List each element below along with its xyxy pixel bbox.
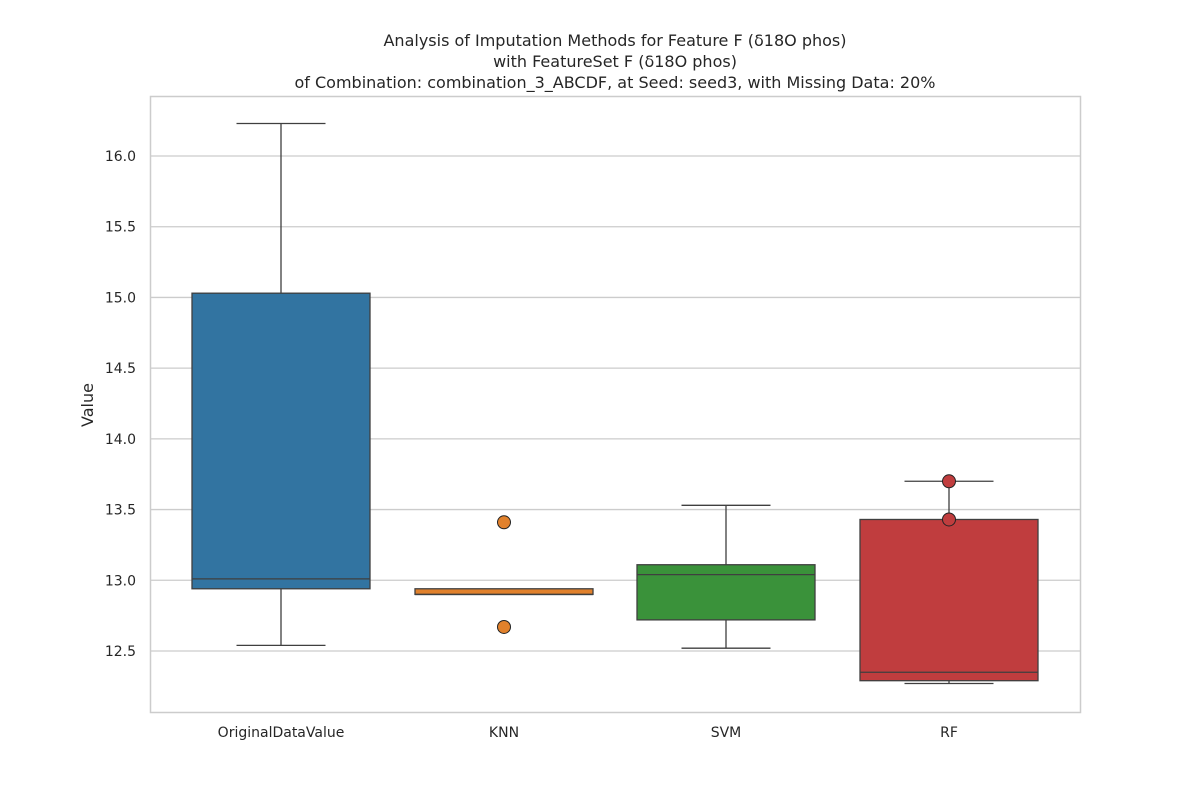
outlier-point xyxy=(942,474,956,489)
chart-title: Analysis of Imputation Methods for Featu… xyxy=(295,31,936,93)
outlier-point xyxy=(497,515,511,530)
x-tick-label: OriginalDataValue xyxy=(218,725,345,741)
x-tick-label: KNN xyxy=(489,725,519,741)
x-tick-label: RF xyxy=(940,725,958,741)
plot-area-frame xyxy=(149,95,1082,714)
box-svm xyxy=(636,504,816,649)
outlier-point xyxy=(497,619,511,634)
box-iqr xyxy=(191,292,371,590)
x-tick-labels: OriginalDataValue KNN SVM RF xyxy=(218,725,958,741)
y-axis-label: Value xyxy=(78,383,97,427)
box-iqr xyxy=(859,518,1039,682)
outlier-point xyxy=(942,512,956,527)
y-tick-label: 14.0 xyxy=(105,432,136,448)
box-rf xyxy=(859,474,1039,685)
box-knn xyxy=(414,515,594,634)
chart-title-line-3: of Combination: combination_3_ABCDF, at … xyxy=(295,73,936,93)
y-tick-label: 13.5 xyxy=(105,503,136,519)
y-tick-label: 12.5 xyxy=(105,644,136,660)
y-tick-label: 14.5 xyxy=(105,361,136,377)
y-tick-label: 16.0 xyxy=(105,149,136,165)
box-iqr xyxy=(414,588,594,596)
y-tick-label: 15.5 xyxy=(105,220,136,236)
chart-title-line-1: Analysis of Imputation Methods for Featu… xyxy=(383,31,846,50)
boxes xyxy=(191,122,1039,685)
y-tick-label: 15.0 xyxy=(105,290,136,306)
box-iqr xyxy=(636,564,816,621)
chart-title-line-2: with FeatureSet F (δ18O phos) xyxy=(493,52,737,71)
y-tick-label: 13.0 xyxy=(105,573,136,589)
x-tick-label: SVM xyxy=(711,725,742,741)
y-tick-labels: 12.5 13.0 13.5 14.0 14.5 15.0 15.5 16.0 xyxy=(105,149,136,660)
box-originaldatavalue xyxy=(191,122,371,646)
